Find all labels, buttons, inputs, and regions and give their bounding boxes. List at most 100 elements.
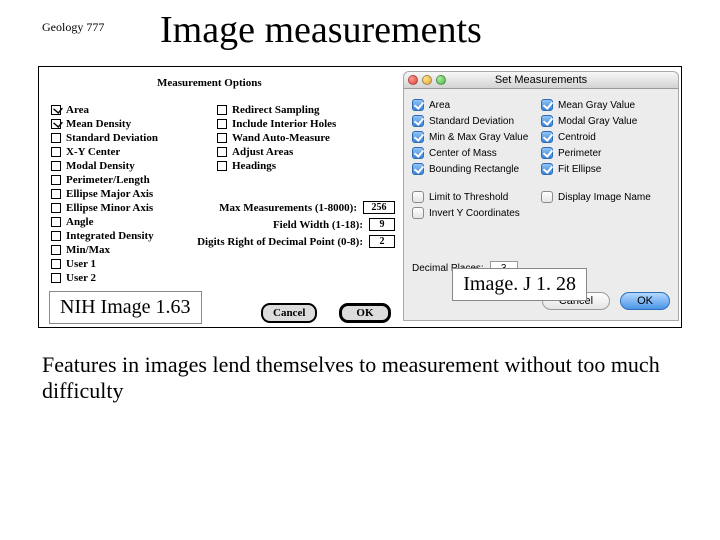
option-label: Modal Density <box>66 160 135 172</box>
checkbox[interactable] <box>51 217 61 227</box>
nih-ok-button[interactable]: OK <box>339 303 390 323</box>
option-label: Area <box>429 100 450 111</box>
option-label: Invert Y Coordinates <box>429 208 520 219</box>
option-row: Ellipse Minor Axis <box>51 201 158 215</box>
checkbox[interactable] <box>541 147 553 159</box>
checkbox[interactable] <box>412 115 424 127</box>
body-text: Features in images lend themselves to me… <box>42 352 682 405</box>
field-input[interactable] <box>369 235 395 248</box>
option-label: Min/Max <box>66 244 110 256</box>
field-input[interactable] <box>363 201 395 214</box>
checkbox[interactable] <box>541 131 553 143</box>
imagej-lower1: Limit to Threshold Invert Y Coordinates <box>412 189 541 221</box>
nih-numeric-fields: Max Measurements (1-8000): Field Width (1… <box>171 201 395 252</box>
option-label: Modal Gray Value <box>558 116 637 127</box>
option-row: Mean Gray Value <box>541 97 670 113</box>
checkbox[interactable] <box>412 147 424 159</box>
option-row: Limit to Threshold <box>412 189 541 205</box>
option-row: Headings <box>217 159 336 173</box>
option-row: Perimeter <box>541 145 670 161</box>
option-row: Modal Gray Value <box>541 113 670 129</box>
option-row: Center of Mass <box>412 145 541 161</box>
checkbox[interactable] <box>51 273 61 283</box>
checkbox[interactable] <box>51 119 61 129</box>
option-label: Area <box>66 104 89 116</box>
option-label: Limit to Threshold <box>429 192 508 203</box>
checkbox[interactable] <box>412 163 424 175</box>
option-row: Standard Deviation <box>51 131 158 145</box>
numeric-field-row: Max Measurements (1-8000): <box>171 201 395 214</box>
checkbox[interactable] <box>51 175 61 185</box>
checkbox[interactable] <box>51 231 61 241</box>
field-label: Field Width (1-18): <box>273 219 363 231</box>
checkbox[interactable] <box>51 105 61 115</box>
option-row: Bounding Rectangle <box>412 161 541 177</box>
checkbox[interactable] <box>412 99 424 111</box>
option-row: Invert Y Coordinates <box>412 205 541 221</box>
checkbox[interactable] <box>541 99 553 111</box>
slide-title: Image measurements <box>160 8 482 52</box>
option-label: Ellipse Minor Axis <box>66 202 153 214</box>
numeric-field-row: Digits Right of Decimal Point (0-8): <box>171 235 395 248</box>
imagej-title: Set Measurements <box>495 74 587 86</box>
option-label: Ellipse Major Axis <box>66 188 153 200</box>
option-row: Wand Auto-Measure <box>217 131 336 145</box>
checkbox[interactable] <box>541 191 553 203</box>
checkbox[interactable] <box>412 191 424 203</box>
option-label: Mean Density <box>66 118 131 130</box>
option-row: Redirect Sampling <box>217 103 336 117</box>
option-row: Include Interior Holes <box>217 117 336 131</box>
option-label: Include Interior Holes <box>232 118 336 130</box>
option-label: Redirect Sampling <box>232 104 320 116</box>
option-label: Perimeter <box>558 148 601 159</box>
nih-button-row: Cancel OK <box>261 303 391 323</box>
option-row: Standard Deviation <box>412 113 541 129</box>
minimize-icon[interactable] <box>422 75 432 85</box>
checkbox[interactable] <box>51 189 61 199</box>
nih-cancel-button[interactable]: Cancel <box>261 303 317 323</box>
nih-caption: NIH Image 1.63 <box>49 291 202 324</box>
checkbox[interactable] <box>51 161 61 171</box>
checkbox[interactable] <box>217 133 227 143</box>
zoom-icon[interactable] <box>436 75 446 85</box>
option-row: User 2 <box>51 271 158 285</box>
figure-container: Measurement Options AreaMean DensityStan… <box>38 66 682 328</box>
course-label: Geology 777 <box>42 20 104 35</box>
option-row: Min/Max <box>51 243 158 257</box>
imagej-caption: Image. J 1. 28 <box>452 268 587 301</box>
option-label: Integrated Density <box>66 230 154 242</box>
nih-column-left: AreaMean DensityStandard DeviationX-Y Ce… <box>51 103 158 285</box>
option-row: Adjust Areas <box>217 145 336 159</box>
imagej-col2: Mean Gray ValueModal Gray ValueCentroidP… <box>541 97 670 177</box>
option-label: Wand Auto-Measure <box>232 132 330 144</box>
checkbox[interactable] <box>51 203 61 213</box>
checkbox[interactable] <box>217 147 227 157</box>
checkbox[interactable] <box>51 259 61 269</box>
checkbox[interactable] <box>51 147 61 157</box>
option-label: Min & Max Gray Value <box>429 132 528 143</box>
field-label: Max Measurements (1-8000): <box>219 202 357 214</box>
nih-panel: Measurement Options Area Mean DensityStan… <box>41 71 399 323</box>
window-controls <box>408 75 446 85</box>
nih-panel-title: Measurement Options <box>157 77 262 89</box>
checkbox[interactable] <box>51 133 61 143</box>
option-row: Fit Ellipse <box>541 161 670 177</box>
imagej-lower2: Display Image Name <box>541 189 670 221</box>
option-label: User 1 <box>66 258 96 270</box>
checkbox[interactable] <box>51 245 61 255</box>
checkbox[interactable] <box>541 163 553 175</box>
option-row: Area <box>412 97 541 113</box>
field-input[interactable] <box>369 218 395 231</box>
checkbox[interactable] <box>217 119 227 129</box>
checkbox[interactable] <box>217 161 227 171</box>
checkbox[interactable] <box>541 115 553 127</box>
checkbox[interactable] <box>217 105 227 115</box>
option-row: Modal Density <box>51 159 158 173</box>
option-label: Bounding Rectangle <box>429 164 519 175</box>
close-icon[interactable] <box>408 75 418 85</box>
checkbox[interactable] <box>412 207 424 219</box>
checkbox[interactable] <box>412 131 424 143</box>
option-row: Integrated Density <box>51 229 158 243</box>
imagej-ok-button[interactable]: OK <box>620 292 670 310</box>
option-row: Area <box>51 103 158 117</box>
